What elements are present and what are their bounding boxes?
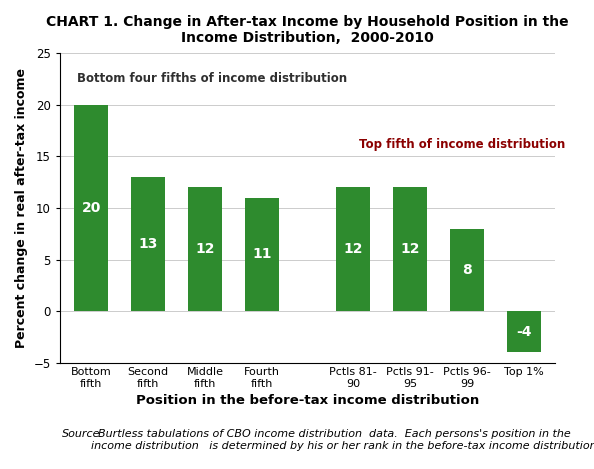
- Text: 13: 13: [138, 237, 158, 251]
- Text: Burtless tabulations of CBO income distribution  data.  Each persons's position : Burtless tabulations of CBO income distr…: [91, 429, 594, 451]
- Bar: [131, 177, 165, 311]
- Text: Bottom four fifths of income distribution: Bottom four fifths of income distributio…: [77, 72, 347, 85]
- Title: CHART 1. Change in After-tax Income by Household Position in the
Income Distribu: CHART 1. Change in After-tax Income by H…: [46, 15, 569, 45]
- Text: 11: 11: [252, 248, 272, 261]
- Text: 20: 20: [81, 201, 101, 215]
- Text: Top fifth of income distribution: Top fifth of income distribution: [359, 138, 565, 151]
- Bar: [507, 311, 541, 353]
- Bar: [336, 188, 370, 311]
- Bar: [245, 198, 279, 311]
- Text: 12: 12: [400, 242, 420, 256]
- Text: 12: 12: [343, 242, 363, 256]
- Bar: [393, 188, 427, 311]
- X-axis label: Position in the before-tax income distribution: Position in the before-tax income distri…: [136, 394, 479, 407]
- Text: Source:: Source:: [62, 429, 105, 439]
- Text: 12: 12: [195, 242, 215, 256]
- Y-axis label: Percent change in real after-tax income: Percent change in real after-tax income: [15, 68, 28, 348]
- Bar: [188, 188, 222, 311]
- Bar: [74, 105, 108, 311]
- Bar: [450, 229, 484, 311]
- Text: 8: 8: [462, 263, 472, 277]
- Text: -4: -4: [516, 325, 532, 339]
